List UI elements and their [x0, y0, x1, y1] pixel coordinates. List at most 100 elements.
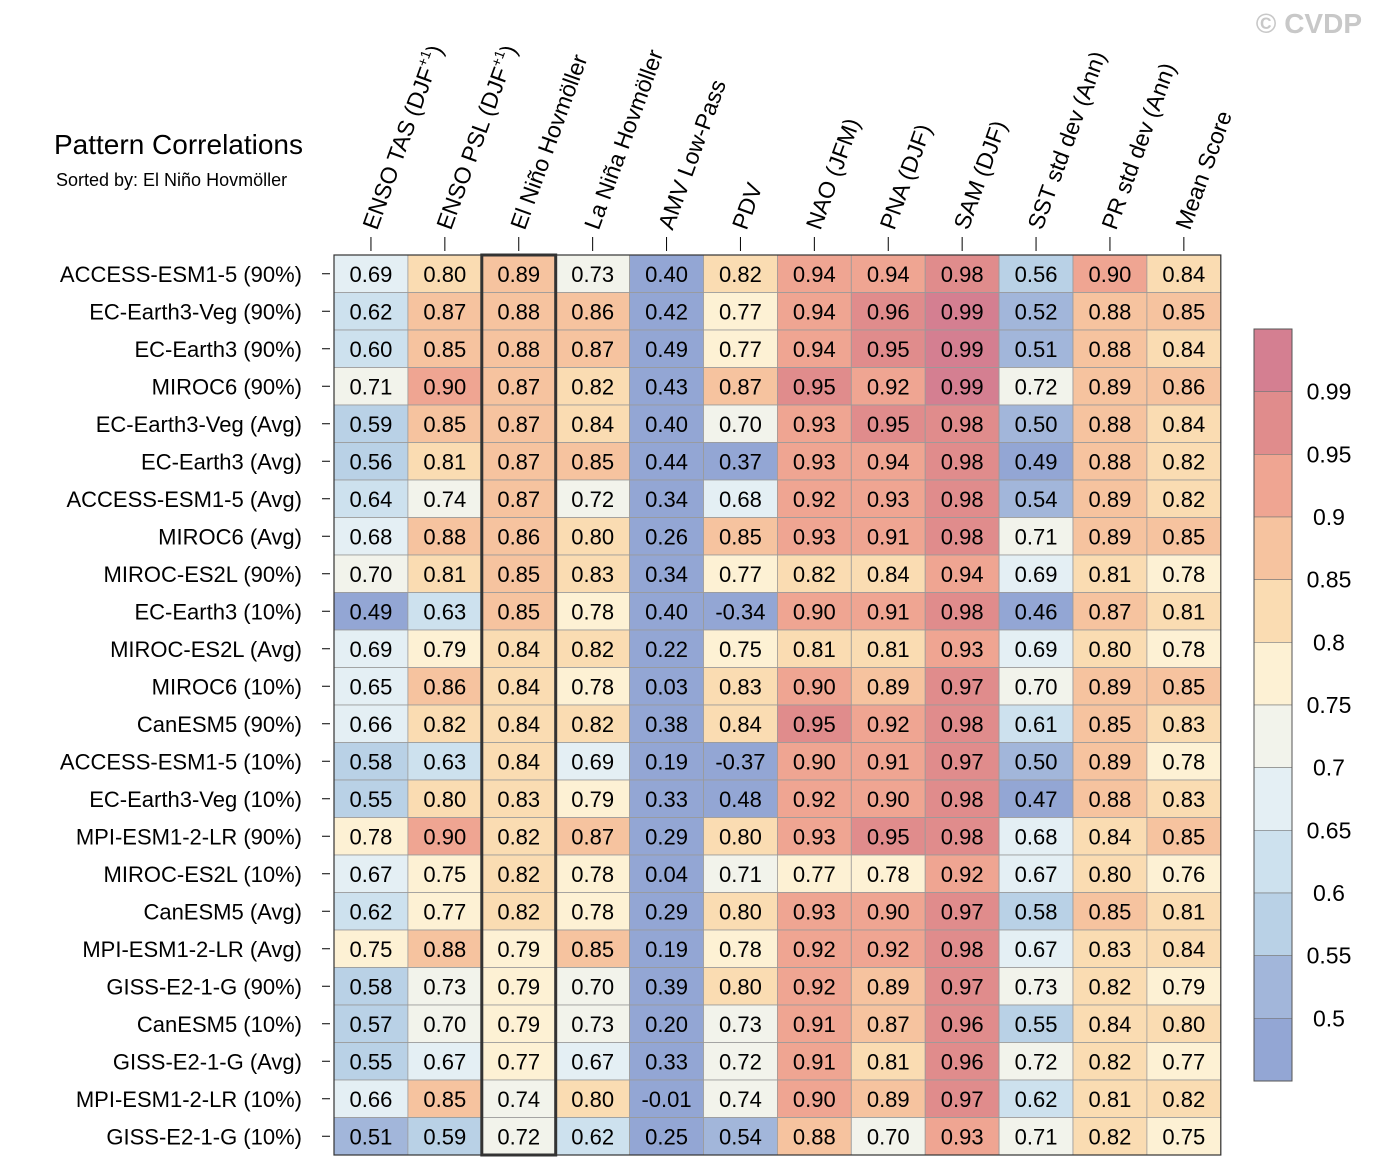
heatmap-cell — [333, 817, 409, 856]
cell-value-label: 0.90 — [423, 374, 466, 399]
column-label-text: AMV Low-Pass — [653, 76, 731, 233]
heatmap-cell — [777, 554, 852, 593]
colorbar-tick-label: 0.99 — [1307, 379, 1352, 405]
heatmap-cell — [703, 592, 778, 631]
cell-value-label: 0.97 — [941, 674, 984, 699]
cell-value-label: 0.72 — [1015, 374, 1058, 399]
heatmap-cell — [1146, 292, 1222, 331]
cell-value-label: 0.82 — [1162, 487, 1205, 512]
cell-value-label: 0.69 — [1015, 562, 1058, 587]
cell-value-label: 0.61 — [1015, 712, 1058, 737]
cell-value-label: 0.93 — [793, 899, 836, 924]
heatmap-cell — [703, 404, 778, 443]
cell-value-label: 0.69 — [571, 749, 614, 774]
heatmap-cell — [629, 967, 704, 1006]
cell-value-label: 0.89 — [1089, 749, 1132, 774]
heatmap-cell — [481, 817, 557, 856]
heatmap-cell — [998, 367, 1074, 406]
heatmap-cell — [407, 329, 483, 368]
colorbar-bin — [1253, 1018, 1293, 1082]
cell-value-label: 0.89 — [867, 1087, 910, 1112]
cell-value-label: 0.77 — [793, 862, 836, 887]
heatmap-cell — [1072, 367, 1148, 406]
column-label: SST std dev (Ann) — [1022, 48, 1111, 233]
cell-value-label: 0.91 — [867, 599, 910, 624]
cell-value-label: 0.85 — [1089, 899, 1132, 924]
cell-value-label: 0.96 — [867, 299, 910, 324]
cell-value-label: 0.68 — [719, 487, 762, 512]
cell-value-label: -0.01 — [641, 1087, 691, 1112]
heatmap-cell — [629, 1042, 704, 1081]
cell-value-label: 0.83 — [497, 787, 540, 812]
cell-value-label: 0.92 — [941, 862, 984, 887]
cell-value-label: 0.67 — [423, 1049, 466, 1074]
heatmap-cell — [1072, 254, 1148, 293]
heatmap-cell — [629, 554, 704, 593]
heatmap-cell — [333, 967, 409, 1006]
column-label-text: NAO (JFM) — [801, 115, 865, 233]
heatmap-cell — [407, 592, 483, 631]
cell-value-label: 0.85 — [423, 412, 466, 437]
row-label: MIROC-ES2L (Avg) — [110, 637, 302, 662]
cell-value-label: 0.62 — [350, 299, 393, 324]
heatmap-cell — [629, 629, 704, 668]
cell-value-label: 0.87 — [423, 299, 466, 324]
cell-value-label: 0.79 — [571, 787, 614, 812]
colorbar-bin — [1253, 830, 1293, 894]
heatmap-cell — [1146, 779, 1222, 818]
cell-value-label: 0.94 — [793, 262, 836, 287]
cell-value-label: 0.84 — [1162, 262, 1205, 287]
heatmap-cell — [777, 1042, 852, 1081]
heatmap-cell — [407, 1079, 483, 1118]
heatmap-cell — [1072, 1004, 1148, 1043]
cell-value-label: 0.87 — [571, 337, 614, 362]
row-labels: ACCESS-ESM1-5 (90%) EC-Earth3-Veg (90%) EC… — [60, 262, 330, 1149]
heatmap-cell — [481, 367, 557, 406]
heatmap-cell — [1146, 629, 1222, 668]
heatmap-cell — [924, 479, 1000, 518]
column-label-text: PR std dev (Ann) — [1096, 59, 1180, 232]
heatmap-cell — [998, 254, 1074, 293]
heatmap-cell — [924, 367, 1000, 406]
heatmap-cell — [555, 629, 631, 668]
cell-value-label: 0.85 — [423, 337, 466, 362]
cell-value-label: 0.89 — [1089, 487, 1132, 512]
column-label: SAM (DJF) — [948, 117, 1011, 233]
cell-value-label: 0.95 — [867, 824, 910, 849]
heatmap-cell — [850, 629, 926, 668]
heatmap-cell — [333, 292, 409, 331]
heatmap-cell — [1072, 967, 1148, 1006]
column-label-text: SST std dev (Ann) — [1022, 48, 1111, 233]
heatmap-cell — [481, 667, 557, 706]
heatmap-cell — [481, 554, 557, 593]
cell-value-label: 0.91 — [793, 1012, 836, 1037]
cell-value-label: 0.98 — [941, 712, 984, 737]
cell-value-label: 0.98 — [941, 262, 984, 287]
cell-value-label: 0.84 — [867, 562, 910, 587]
cell-value-label: 0.94 — [867, 262, 910, 287]
cell-value-label: 0.82 — [793, 562, 836, 587]
cell-value-label: 0.90 — [793, 674, 836, 699]
row-label: EC-Earth3-Veg (Avg) — [96, 412, 302, 437]
heatmap-cell — [629, 592, 704, 631]
heatmap-cell — [850, 1042, 926, 1081]
heatmap-cell — [481, 592, 557, 631]
cell-value-label: 0.73 — [571, 262, 614, 287]
heatmap-cell — [850, 479, 926, 518]
cell-value-label: 0.96 — [941, 1049, 984, 1074]
heatmap-cell — [1146, 329, 1222, 368]
cell-value-label: 0.82 — [1089, 1049, 1132, 1074]
column-label: ENSO TAS (DJF+1) — [355, 41, 448, 233]
heatmap-cell — [333, 629, 409, 668]
cell-value-label: 0.92 — [793, 937, 836, 962]
cell-value-label: 0.42 — [645, 299, 688, 324]
heatmap-cell — [555, 554, 631, 593]
cell-value-label: 0.55 — [1015, 1012, 1058, 1037]
cell-value-label: 0.47 — [1015, 787, 1058, 812]
row-label: EC-Earth3-Veg (90%) — [89, 299, 302, 324]
heatmap-cell — [555, 592, 631, 631]
cell-value-label: 0.77 — [719, 299, 762, 324]
cell-value-label: 0.87 — [867, 1012, 910, 1037]
cell-value-label: 0.93 — [941, 637, 984, 662]
cell-value-label: 0.67 — [1015, 862, 1058, 887]
